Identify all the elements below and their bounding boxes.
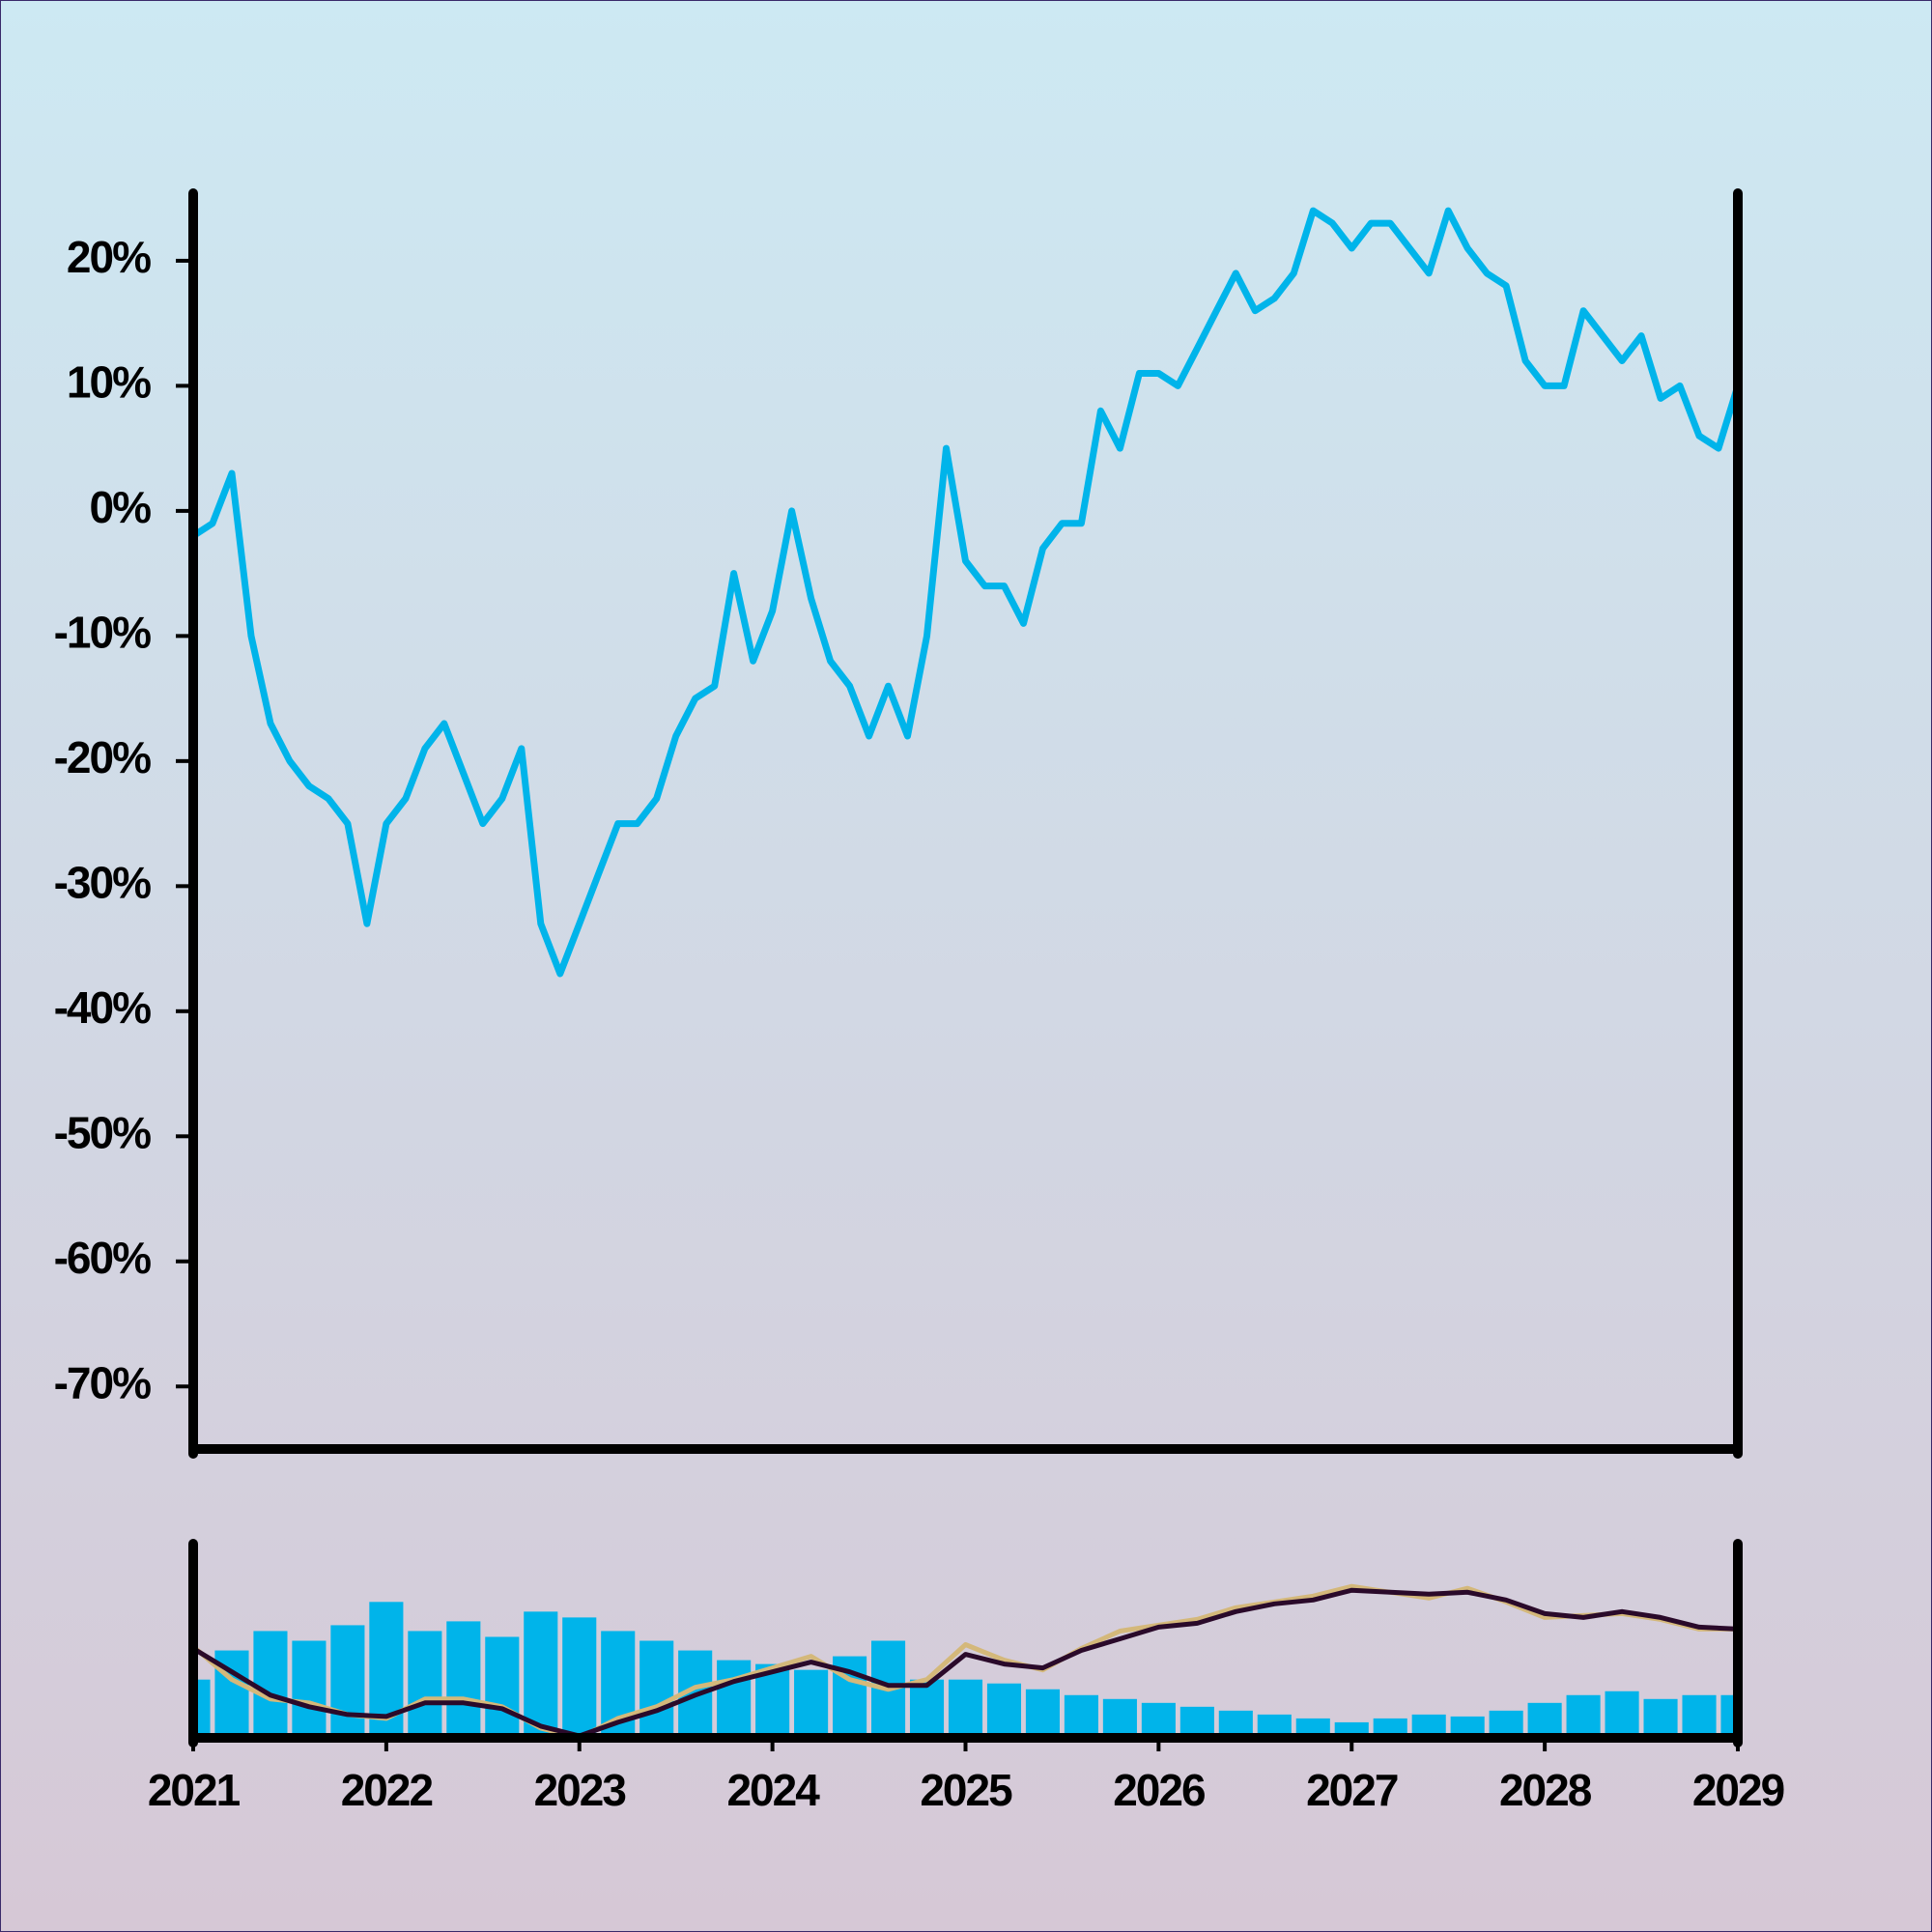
y-tick-label: -40% bbox=[54, 982, 151, 1033]
x-tick-label: 2027 bbox=[1306, 1765, 1398, 1815]
y-tick-label: -50% bbox=[54, 1107, 151, 1157]
x-tick-label: 2028 bbox=[1499, 1765, 1592, 1815]
y-tick-label: -30% bbox=[54, 857, 151, 907]
x-tick-label: 2024 bbox=[726, 1765, 820, 1815]
volume-bar bbox=[1102, 1698, 1137, 1738]
x-tick-label: 2023 bbox=[534, 1765, 626, 1815]
volume-bar bbox=[408, 1631, 442, 1738]
volume-bar bbox=[446, 1621, 481, 1738]
volume-bar bbox=[1373, 1718, 1407, 1738]
volume-bar bbox=[909, 1679, 945, 1738]
volume-bar bbox=[639, 1640, 674, 1738]
x-tick-label: 2025 bbox=[920, 1765, 1012, 1815]
data-line bbox=[191, 1587, 1739, 1739]
volume-bar bbox=[1295, 1718, 1330, 1738]
y-tick-label: 0% bbox=[90, 482, 152, 532]
y-tick-label: 10% bbox=[67, 357, 151, 408]
volume-bar bbox=[1450, 1716, 1485, 1738]
y-tick-label: 20% bbox=[67, 232, 151, 282]
volume-bar bbox=[485, 1636, 520, 1738]
plots: -70% -60% -50% -40% -30% -20% -10% 0% 10% 20% 2021… bbox=[54, 188, 1786, 1815]
volume-bar bbox=[1025, 1689, 1060, 1738]
volume-bar bbox=[1605, 1690, 1639, 1738]
y-tick-label: -60% bbox=[54, 1233, 151, 1283]
data-line bbox=[191, 207, 1742, 978]
y-tick-label: -10% bbox=[54, 608, 151, 658]
x-tick-label: 2022 bbox=[341, 1765, 433, 1815]
volume-bar bbox=[1064, 1694, 1098, 1738]
x-tick-label: 2026 bbox=[1113, 1765, 1205, 1815]
volume-bar bbox=[1179, 1706, 1214, 1738]
volume-bar bbox=[717, 1660, 752, 1738]
volume-bar bbox=[948, 1679, 983, 1738]
x-tick-label: 2021 bbox=[148, 1765, 241, 1815]
volume-bar bbox=[794, 1669, 829, 1738]
volume-bar bbox=[986, 1683, 1022, 1738]
x-tick-label: 2029 bbox=[1692, 1765, 1784, 1815]
volume-bar bbox=[524, 1611, 558, 1738]
volume-bar bbox=[1566, 1694, 1601, 1738]
volume-bar bbox=[1643, 1698, 1678, 1738]
volume-bar bbox=[1141, 1702, 1176, 1738]
volume-bar bbox=[292, 1640, 327, 1738]
y-tick-label: -20% bbox=[54, 732, 151, 782]
volume-bar bbox=[562, 1617, 597, 1738]
volume-bar bbox=[1682, 1694, 1717, 1738]
volume-bar bbox=[330, 1625, 365, 1738]
volume-bar bbox=[1527, 1702, 1562, 1738]
y-tick-label: -70% bbox=[54, 1357, 151, 1407]
volume-bar bbox=[253, 1631, 288, 1738]
